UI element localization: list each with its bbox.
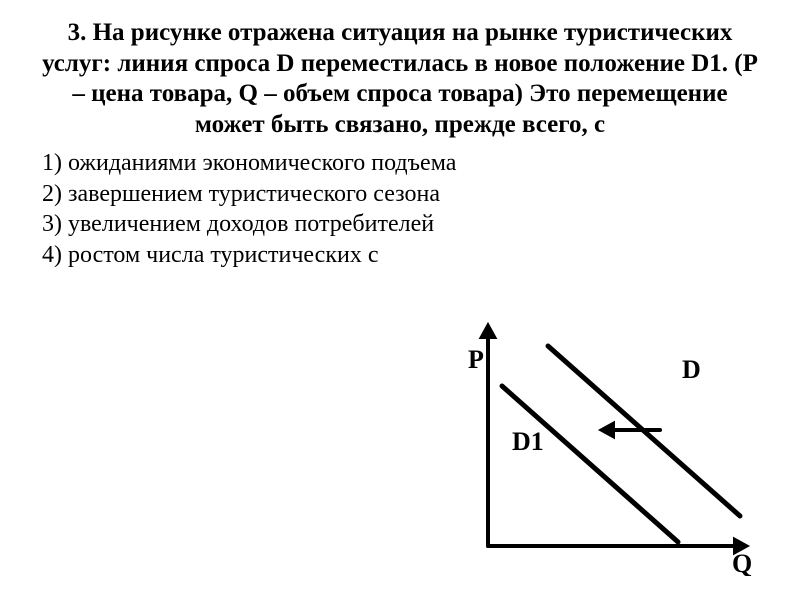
curve-label-d1: D1	[512, 427, 544, 456]
option-2: 2) завершением туристического сезона	[42, 179, 532, 210]
curve-label-d: D	[682, 355, 701, 384]
option-4: 4) ростом числа туристических с	[42, 240, 532, 271]
answer-options: 1) ожиданиями экономического подъема 2) …	[42, 148, 532, 271]
exercise-page: 3. На рисунке отражена ситуация на рынке…	[0, 0, 800, 600]
question-title: 3. На рисунке отражена ситуация на рынке…	[42, 18, 758, 140]
option-3: 3) увеличением доходов потребителей	[42, 209, 532, 240]
axis-label-p: P	[468, 345, 484, 374]
chart-svg: P Q D D1	[460, 316, 760, 576]
option-1: 1) ожиданиями экономического подъема	[42, 148, 532, 179]
axis-label-q: Q	[732, 549, 752, 576]
demand-shift-chart: P Q D D1	[460, 316, 760, 576]
